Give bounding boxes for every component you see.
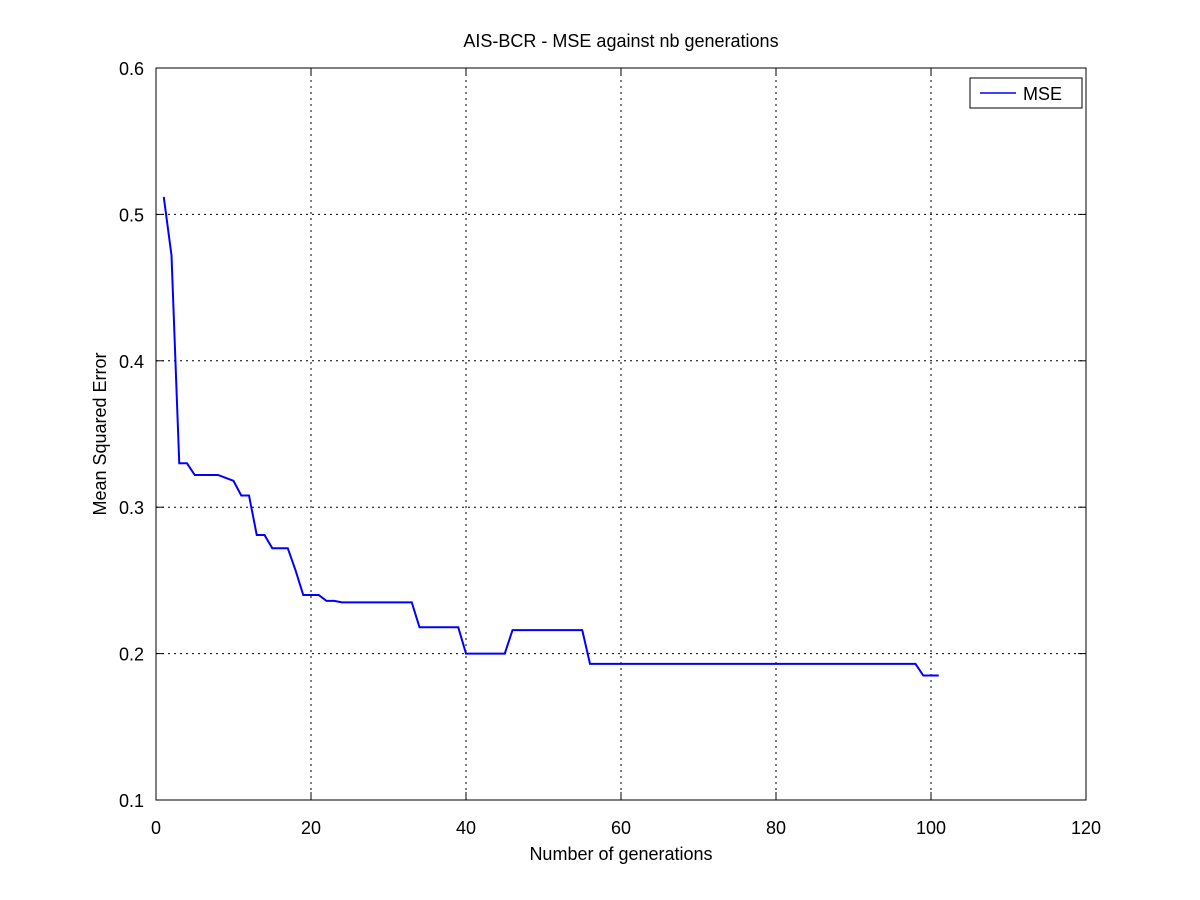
x-tick-label: 120: [1071, 818, 1101, 838]
y-tick-label: 0.4: [119, 352, 144, 372]
y-tick-label: 0.1: [119, 791, 144, 811]
y-tick-labels: 0.1 0.2 0.3 0.4 0.5 0.6: [119, 59, 144, 811]
x-tick-label: 0: [151, 818, 161, 838]
chart-title: AIS-BCR - MSE against nb generations: [463, 31, 778, 51]
x-tick-label: 100: [916, 818, 946, 838]
y-tick-label: 0.5: [119, 205, 144, 225]
y-axis-label: Mean Squared Error: [90, 352, 110, 515]
x-tick-label: 80: [766, 818, 786, 838]
x-tick-label: 40: [456, 818, 476, 838]
y-tick-label: 0.2: [119, 645, 144, 665]
y-tick-label: 0.6: [119, 59, 144, 79]
grid: [156, 68, 1086, 800]
legend-label-mse: MSE: [1023, 84, 1062, 104]
y-tick-label: 0.3: [119, 498, 144, 518]
x-tick-labels: 0 20 40 60 80 100 120: [151, 818, 1101, 838]
series-line-mse: [162, 196, 939, 677]
series-layer: [162, 196, 939, 677]
x-axis-label: Number of generations: [529, 844, 712, 864]
tick-marks: [155, 67, 1087, 801]
x-tick-label: 60: [611, 818, 631, 838]
x-tick-label: 20: [301, 818, 321, 838]
legend: MSE: [969, 77, 1083, 109]
